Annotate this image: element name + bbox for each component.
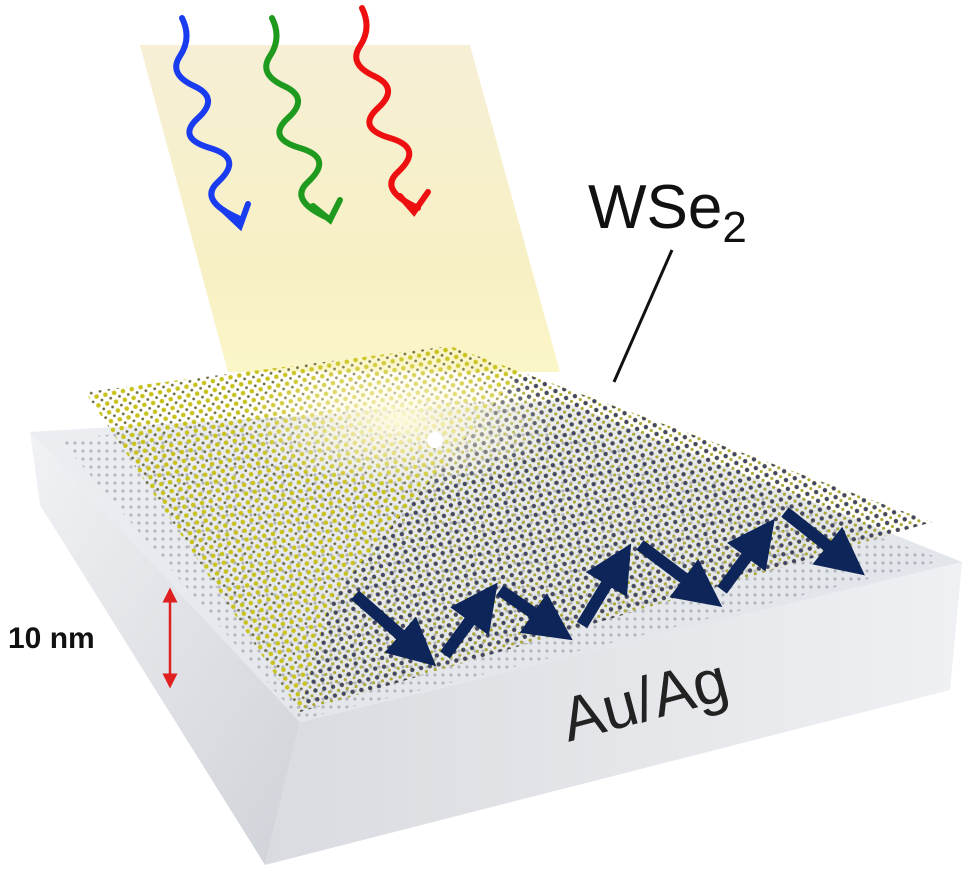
material-label: WSe2 xyxy=(588,173,747,252)
material-text: WSe xyxy=(588,173,722,242)
leader-line xyxy=(614,250,672,382)
light-spot xyxy=(240,350,560,490)
material-subscript: 2 xyxy=(722,203,746,252)
diagram: WSe2 10 nm Au/Ag xyxy=(0,0,968,878)
light-center xyxy=(427,432,443,448)
thickness-label: 10 nm xyxy=(8,622,95,655)
